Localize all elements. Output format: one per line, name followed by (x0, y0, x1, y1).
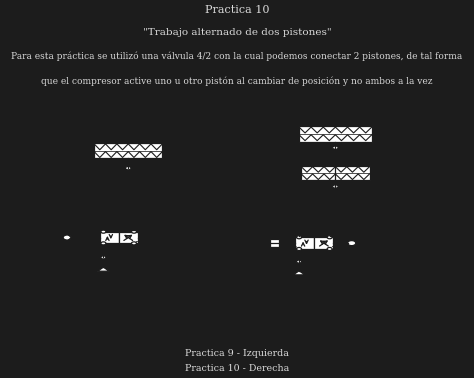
Circle shape (327, 248, 332, 251)
Circle shape (131, 230, 137, 233)
Circle shape (347, 241, 356, 246)
Text: que el compresor active uno u otro pistón al cambiar de posición y no ambos a la: que el compresor active uno u otro pistó… (41, 77, 433, 86)
Circle shape (101, 230, 106, 233)
Text: 3: 3 (135, 241, 140, 249)
Text: Practica 10: Practica 10 (205, 5, 269, 15)
Text: 4: 4 (97, 222, 102, 231)
Circle shape (327, 236, 332, 239)
Bar (118, 232, 138, 243)
Text: 2: 2 (330, 228, 336, 237)
Circle shape (126, 166, 131, 170)
Circle shape (333, 146, 338, 149)
Text: 1: 1 (292, 246, 298, 255)
Circle shape (297, 248, 301, 251)
Text: Practica 10 - Derecha: Practica 10 - Derecha (185, 364, 289, 373)
Text: 4: 4 (292, 228, 298, 237)
Bar (314, 237, 334, 249)
Polygon shape (98, 267, 109, 271)
Text: Para esta práctica se utilizó una válvula 4/2 con la cual podemos conectar 2 pis: Para esta práctica se utilizó una válvul… (11, 51, 463, 60)
Circle shape (131, 242, 137, 245)
Circle shape (101, 242, 106, 245)
Text: 1: 1 (97, 241, 103, 249)
Text: 2: 2 (135, 222, 140, 231)
Circle shape (333, 185, 338, 188)
Circle shape (297, 260, 301, 263)
Polygon shape (293, 271, 305, 275)
Bar (94, 143, 163, 158)
Bar (301, 166, 370, 180)
Circle shape (63, 235, 72, 240)
Bar (270, 240, 279, 247)
Text: Practica 9 - Izquierda: Practica 9 - Izquierda (185, 349, 289, 358)
Bar (295, 237, 314, 249)
Text: "Trabajo alternado de dos pistones": "Trabajo alternado de dos pistones" (143, 28, 331, 37)
Bar (100, 232, 118, 243)
Circle shape (101, 256, 106, 259)
Bar (299, 126, 372, 142)
Circle shape (297, 236, 301, 239)
Text: 3: 3 (330, 246, 336, 255)
